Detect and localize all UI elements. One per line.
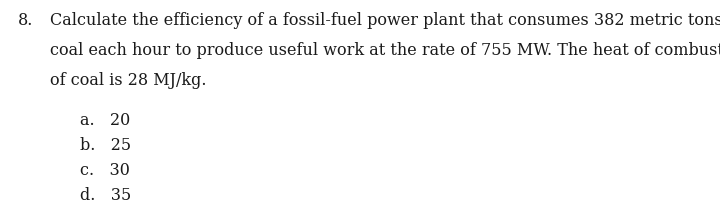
Text: d.   35: d. 35 — [80, 187, 131, 204]
Text: 8.: 8. — [18, 12, 33, 29]
Text: Calculate the efficiency of a fossil-fuel power plant that consumes 382 metric t: Calculate the efficiency of a fossil-fue… — [50, 12, 720, 29]
Text: a.   20: a. 20 — [80, 112, 130, 129]
Text: c.   30: c. 30 — [80, 162, 130, 179]
Text: of coal is 28 MJ/kg.: of coal is 28 MJ/kg. — [50, 72, 207, 89]
Text: b.   25: b. 25 — [80, 137, 131, 154]
Text: coal each hour to produce useful work at the rate of 755 MW. The heat of combust: coal each hour to produce useful work at… — [50, 42, 720, 59]
